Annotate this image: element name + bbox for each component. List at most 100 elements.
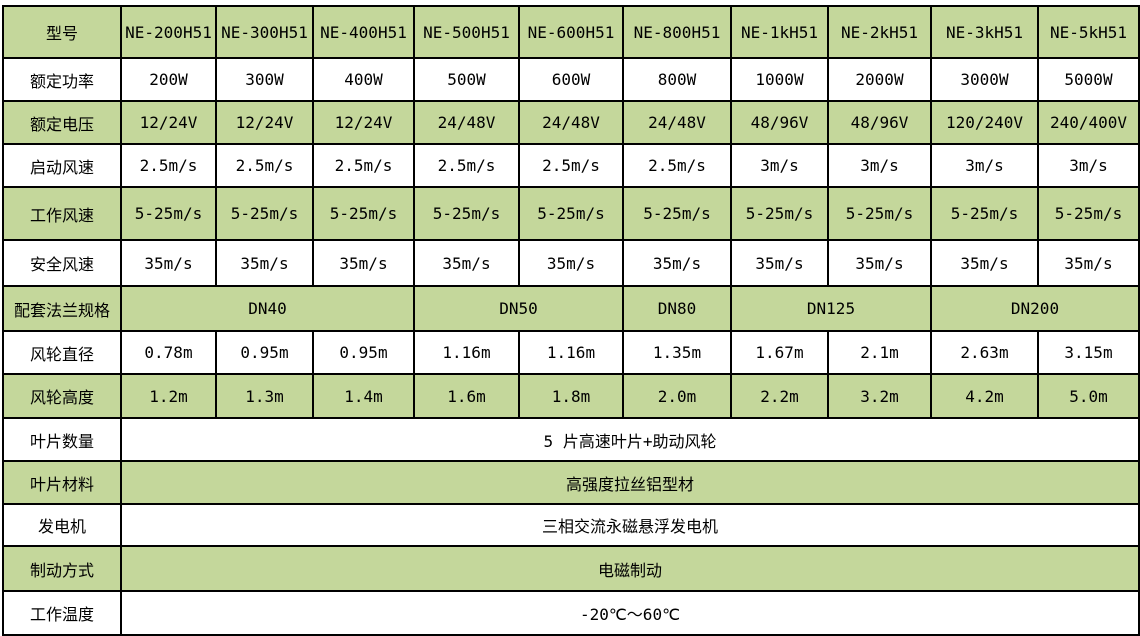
flange-group-cell: DN200 xyxy=(930,285,1140,332)
row-rated-voltage: 额定电压 12/24V 12/24V 12/24V 24/48V 24/48V … xyxy=(2,100,1140,145)
value-cell: 2.5m/s xyxy=(518,143,624,188)
value-cell: 2.5m/s xyxy=(215,143,314,188)
value-cell: 5-25m/s xyxy=(622,186,732,241)
value-cell: 35m/s xyxy=(730,239,829,287)
model-cell: NE-500H51 xyxy=(413,5,520,59)
value-cell: 35m/s xyxy=(312,239,415,287)
value-cell: 240/400V xyxy=(1037,100,1140,145)
value-cell: 3000W xyxy=(930,57,1039,102)
value-cell: 1.3m xyxy=(215,373,314,419)
value-cell: 2.2m xyxy=(730,373,829,419)
value-cell: 5-25m/s xyxy=(930,186,1039,241)
value-cell: 5-25m/s xyxy=(730,186,829,241)
value-cell: 5000W xyxy=(1037,57,1140,102)
row-rotor-diameter: 风轮直径 0.78m 0.95m 0.95m 1.16m 1.16m 1.35m… xyxy=(2,330,1140,375)
value-cell: 1.35m xyxy=(622,330,732,375)
row-label: 额定功率 xyxy=(2,57,122,102)
value-cell: 5-25m/s xyxy=(215,186,314,241)
row-model: 型号 NE-200H51 NE-300H51 NE-400H51 NE-500H… xyxy=(2,5,1140,59)
row-label: 叶片材料 xyxy=(2,460,122,505)
value-cell: 12/24V xyxy=(215,100,314,145)
row-working-wind-speed: 工作风速 5-25m/s 5-25m/s 5-25m/s 5-25m/s 5-2… xyxy=(2,186,1140,241)
value-cell: 3m/s xyxy=(930,143,1039,188)
value-cell: 5-25m/s xyxy=(312,186,415,241)
value-cell: 1.67m xyxy=(730,330,829,375)
value-cell: 2.63m xyxy=(930,330,1039,375)
row-label: 额定电压 xyxy=(2,100,122,145)
row-startup-wind-speed: 启动风速 2.5m/s 2.5m/s 2.5m/s 2.5m/s 2.5m/s … xyxy=(2,143,1140,188)
row-blade-material: 叶片材料 高强度拉丝铝型材 xyxy=(2,460,1140,505)
value-cell: 5-25m/s xyxy=(827,186,932,241)
value-cell: 2.5m/s xyxy=(413,143,520,188)
value-cell: 5-25m/s xyxy=(1037,186,1140,241)
value-cell: 600W xyxy=(518,57,624,102)
full-span-cell: -20℃～60℃ xyxy=(120,590,1140,636)
value-cell: 2.5m/s xyxy=(312,143,415,188)
value-cell: 0.95m xyxy=(312,330,415,375)
full-span-cell: 三相交流永磁悬浮发电机 xyxy=(120,503,1140,547)
value-cell: 1.16m xyxy=(413,330,520,375)
value-cell: 24/48V xyxy=(413,100,520,145)
value-cell: 35m/s xyxy=(518,239,624,287)
value-cell: 2000W xyxy=(827,57,932,102)
row-label: 型号 xyxy=(2,5,122,59)
value-cell: 35m/s xyxy=(827,239,932,287)
flange-group-cell: DN50 xyxy=(413,285,624,332)
model-cell: NE-200H51 xyxy=(120,5,217,59)
value-cell: 35m/s xyxy=(120,239,217,287)
row-label: 风轮直径 xyxy=(2,330,122,375)
value-cell: 2.5m/s xyxy=(622,143,732,188)
row-brake-mode: 制动方式 电磁制动 xyxy=(2,545,1140,592)
value-cell: 35m/s xyxy=(215,239,314,287)
model-cell: NE-2kH51 xyxy=(827,5,932,59)
row-label: 叶片数量 xyxy=(2,417,122,462)
value-cell: 800W xyxy=(622,57,732,102)
value-cell: 5-25m/s xyxy=(120,186,217,241)
value-cell: 24/48V xyxy=(622,100,732,145)
value-cell: 48/96V xyxy=(730,100,829,145)
row-label: 配套法兰规格 xyxy=(2,285,122,332)
value-cell: 35m/s xyxy=(1037,239,1140,287)
value-cell: 5-25m/s xyxy=(518,186,624,241)
model-cell: NE-600H51 xyxy=(518,5,624,59)
model-cell: NE-1kH51 xyxy=(730,5,829,59)
value-cell: 1000W xyxy=(730,57,829,102)
value-cell: 3.15m xyxy=(1037,330,1140,375)
value-cell: 3m/s xyxy=(730,143,829,188)
row-rotor-height: 风轮高度 1.2m 1.3m 1.4m 1.6m 1.8m 2.0m 2.2m … xyxy=(2,373,1140,419)
value-cell: 3m/s xyxy=(827,143,932,188)
full-span-cell: 电磁制动 xyxy=(120,545,1140,592)
value-cell: 4.2m xyxy=(930,373,1039,419)
flange-group-cell: DN80 xyxy=(622,285,732,332)
value-cell: 1.6m xyxy=(413,373,520,419)
row-label: 风轮高度 xyxy=(2,373,122,419)
flange-group-cell: DN125 xyxy=(730,285,932,332)
row-label: 工作风速 xyxy=(2,186,122,241)
row-label: 发电机 xyxy=(2,503,122,547)
row-label: 工作温度 xyxy=(2,590,122,636)
full-span-cell: 5 片高速叶片+助动风轮 xyxy=(120,417,1140,462)
value-cell: 3.2m xyxy=(827,373,932,419)
value-cell: 0.78m xyxy=(120,330,217,375)
value-cell: 300W xyxy=(215,57,314,102)
model-cell: NE-400H51 xyxy=(312,5,415,59)
value-cell: 5.0m xyxy=(1037,373,1140,419)
flange-group-cell: DN40 xyxy=(120,285,415,332)
value-cell: 2.0m xyxy=(622,373,732,419)
value-cell: 400W xyxy=(312,57,415,102)
row-working-temperature: 工作温度 -20℃～60℃ xyxy=(2,590,1140,636)
row-rated-power: 额定功率 200W 300W 400W 500W 600W 800W 1000W… xyxy=(2,57,1140,102)
value-cell: 120/240V xyxy=(930,100,1039,145)
row-blade-count: 叶片数量 5 片高速叶片+助动风轮 xyxy=(2,417,1140,462)
value-cell: 12/24V xyxy=(312,100,415,145)
full-span-cell: 高强度拉丝铝型材 xyxy=(120,460,1140,505)
model-cell: NE-3kH51 xyxy=(930,5,1039,59)
row-safe-wind-speed: 安全风速 35m/s 35m/s 35m/s 35m/s 35m/s 35m/s… xyxy=(2,239,1140,287)
value-cell: 24/48V xyxy=(518,100,624,145)
value-cell: 1.2m xyxy=(120,373,217,419)
value-cell: 0.95m xyxy=(215,330,314,375)
value-cell: 35m/s xyxy=(413,239,520,287)
value-cell: 48/96V xyxy=(827,100,932,145)
value-cell: 2.5m/s xyxy=(120,143,217,188)
value-cell: 1.8m xyxy=(518,373,624,419)
